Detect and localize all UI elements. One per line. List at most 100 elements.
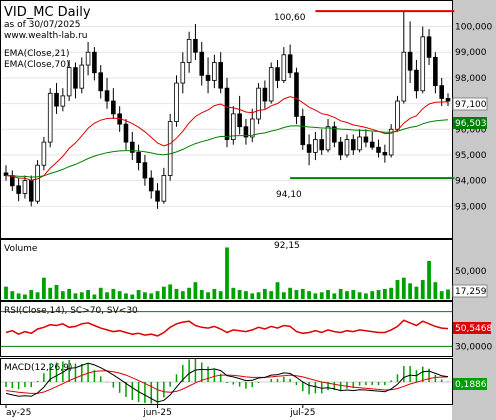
candle-body <box>167 121 173 176</box>
candle-body <box>281 54 287 81</box>
candle-body <box>439 85 444 99</box>
candle-body <box>129 141 135 153</box>
candle-body <box>79 64 85 89</box>
candle-body <box>363 136 369 143</box>
volume-bar <box>155 291 160 299</box>
candle-body <box>218 62 223 89</box>
candle-body <box>407 51 413 71</box>
rsi-last-box <box>453 322 491 334</box>
candlestick-series <box>3 10 455 209</box>
candle-body <box>98 72 104 92</box>
volume-bar <box>357 292 362 299</box>
volume-bar <box>262 288 267 299</box>
candle-body <box>420 36 426 92</box>
candle-body <box>287 54 293 74</box>
candle-body <box>231 113 236 140</box>
volume-bar <box>446 289 450 299</box>
candle-body <box>54 92 59 107</box>
price-axis-column <box>452 0 496 420</box>
ema70-box <box>453 117 487 129</box>
candle-body <box>136 151 141 164</box>
candle-body <box>180 62 186 84</box>
ema21-line <box>5 96 449 181</box>
candle-body <box>426 36 432 58</box>
macd-last-value: 0,1886 <box>455 380 487 390</box>
volume-bar <box>48 287 53 299</box>
volume-bar <box>439 291 444 299</box>
candle-body <box>275 67 280 81</box>
ema70-line <box>5 119 449 178</box>
candle-body <box>35 164 40 202</box>
volume-bar <box>98 287 103 299</box>
candle-body <box>186 38 192 63</box>
volume-bar <box>29 290 34 299</box>
candle-body <box>22 180 28 194</box>
candle-body <box>224 87 230 140</box>
price-tick-label: 98,000 <box>455 74 487 84</box>
volume-bar <box>124 293 128 299</box>
volume-bar <box>23 294 27 299</box>
candle-body <box>28 180 34 202</box>
candle-body <box>332 126 337 143</box>
candle-body <box>60 95 66 107</box>
candle-body <box>205 74 211 81</box>
candle-body <box>41 141 47 166</box>
volume-panel <box>0 239 453 301</box>
candle-body <box>325 126 331 151</box>
volume-bar <box>130 294 135 299</box>
price-tick-label: 95,000 <box>455 151 487 161</box>
volume-bar <box>345 291 349 299</box>
volume-bar <box>427 260 431 299</box>
volume-bar <box>4 286 8 299</box>
volume-bar <box>338 288 343 299</box>
as-of-date: as of 30/07/2025 <box>4 20 80 30</box>
macd-last-box <box>453 378 487 390</box>
price-panel <box>0 0 453 239</box>
rsi-tick-label: 30,0000 <box>455 342 492 352</box>
candle-body <box>111 100 116 115</box>
volume-bar <box>92 294 97 299</box>
last-close-box <box>452 97 488 111</box>
candle-body <box>237 113 242 128</box>
volume-bar <box>105 292 109 299</box>
ema70-value: 96,503 <box>455 119 487 129</box>
volume-bar <box>143 292 147 299</box>
candle-body <box>369 141 375 148</box>
volume-bar <box>269 291 274 299</box>
volume-bar <box>288 287 293 299</box>
candle-body <box>104 90 110 102</box>
volume-bar <box>111 288 116 299</box>
volume-max-label: 92,15 <box>274 241 300 251</box>
candle-body <box>388 128 394 156</box>
macd-line <box>5 362 449 403</box>
candle-body <box>294 72 299 117</box>
volume-bar <box>256 292 261 299</box>
candle-body <box>445 98 451 102</box>
candle-body <box>382 151 388 156</box>
last-close-value: 97,100 <box>455 100 487 110</box>
volume-bar <box>225 247 229 299</box>
volume-bar <box>193 282 198 299</box>
candle-body <box>300 116 306 146</box>
volume-bar <box>420 279 425 299</box>
macd-title: MACD(12,26,9) <box>4 363 72 373</box>
candle-body <box>243 126 249 138</box>
candle-body <box>338 141 343 156</box>
legend-ema70: EMA(Close,70) <box>4 60 69 70</box>
candle-body <box>262 87 268 102</box>
date-tick-label: ay-25 <box>6 408 31 418</box>
candle-body <box>212 62 217 81</box>
volume-bar <box>174 288 179 299</box>
volume-bar <box>401 277 406 299</box>
volume-title: Volume <box>4 244 38 254</box>
candle-body <box>376 146 381 153</box>
macd-panel <box>0 358 453 405</box>
rsi-series <box>1 311 452 347</box>
candle-body <box>357 136 362 151</box>
candle-body <box>313 139 318 153</box>
volume-bar <box>199 290 204 299</box>
candle-body <box>148 177 154 192</box>
volume-bar <box>275 282 280 299</box>
candle-body <box>66 67 72 97</box>
